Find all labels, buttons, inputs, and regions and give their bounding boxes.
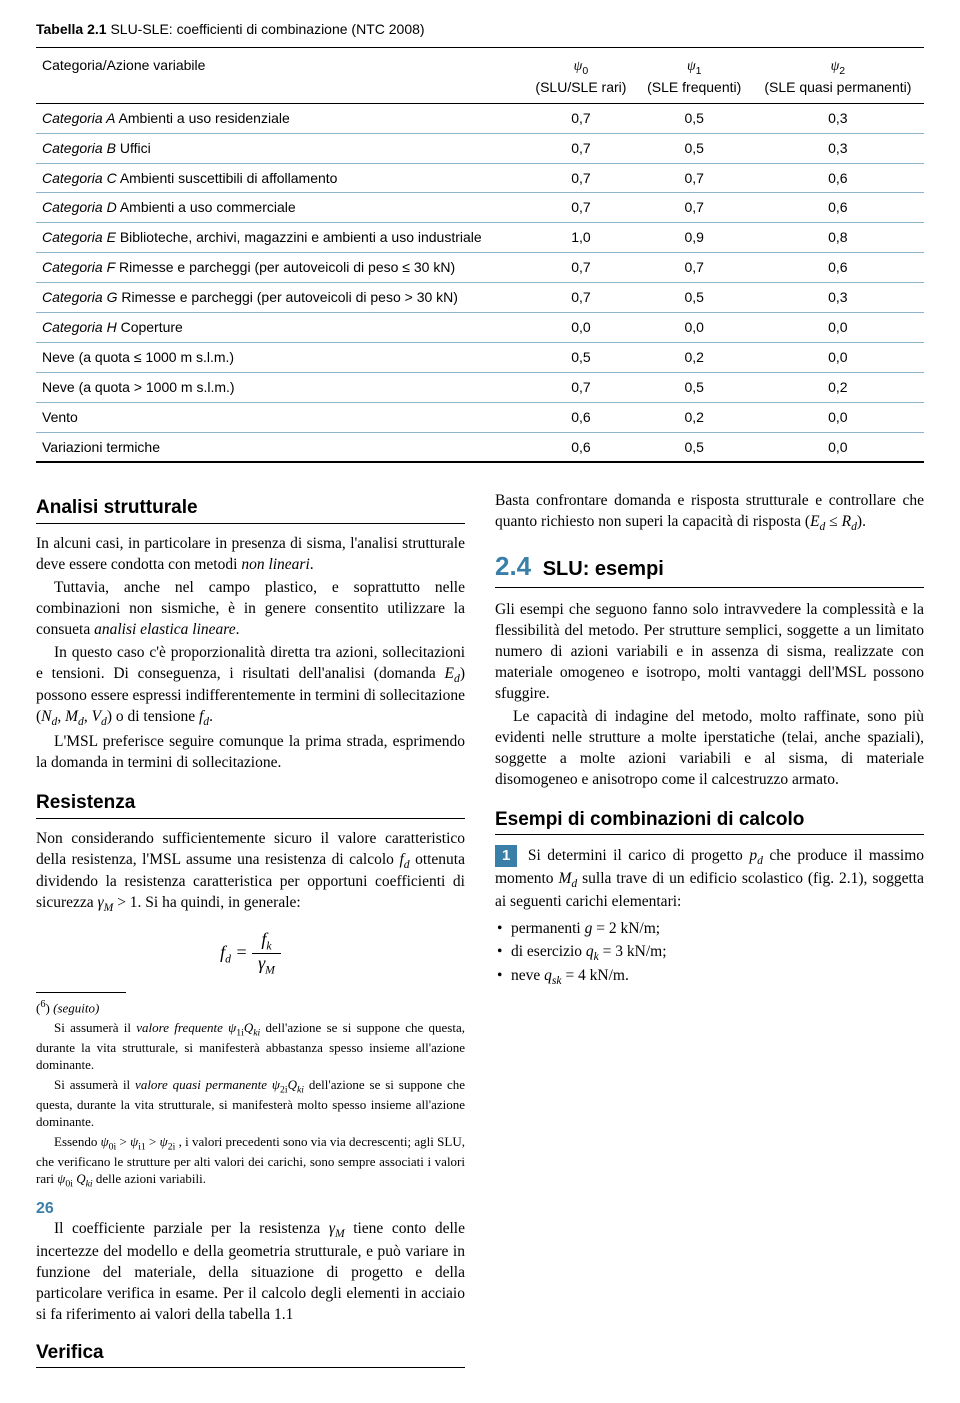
cell-label: Categoria H Coperture: [36, 312, 525, 342]
cell-value: 0,7: [525, 103, 637, 133]
example-number-box: 1: [495, 845, 517, 867]
cell-value: 0,6: [525, 432, 637, 462]
cell-value: 0,7: [525, 133, 637, 163]
cell-value: 0,6: [752, 163, 924, 193]
cell-value: 0,7: [525, 372, 637, 402]
cell-value: 0,2: [637, 402, 752, 432]
footnote-marker: (6) (seguito): [36, 998, 465, 1017]
cell-value: 0,3: [752, 283, 924, 313]
table-row: Variazioni termiche0,60,50,0: [36, 432, 924, 462]
th-psi0: ψ0(SLU/SLE rari): [525, 47, 637, 103]
table-row: Categoria G Rimesse e parcheggi (per aut…: [36, 283, 924, 313]
para-analisi-2: Tuttavia, anche nel campo plastico, e so…: [36, 578, 465, 641]
cell-value: 0,7: [525, 163, 637, 193]
table-row: Categoria D Ambienti a uso commerciale0,…: [36, 193, 924, 223]
cell-value: 0,7: [525, 193, 637, 223]
table-row: Categoria A Ambienti a uso residenziale0…: [36, 103, 924, 133]
footnote-separator: [36, 992, 126, 993]
cell-value: 1,0: [525, 223, 637, 253]
cell-value: 0,0: [752, 312, 924, 342]
cell-value: 0,5: [637, 133, 752, 163]
table-row: Categoria C Ambienti suscettibili di aff…: [36, 163, 924, 193]
cell-value: 0,5: [637, 372, 752, 402]
table-row: Categoria H Coperture0,00,00,0: [36, 312, 924, 342]
footnote-p2: Si assumerà il valore quasi permanente ψ…: [36, 1077, 465, 1131]
cell-value: 0,0: [752, 342, 924, 372]
cell-value: 0,7: [637, 163, 752, 193]
cell-value: 0,2: [637, 342, 752, 372]
cell-value: 0,0: [637, 312, 752, 342]
heading-esempi-comb: Esempi di combinazioni di calcolo: [495, 807, 924, 836]
cell-value: 0,0: [752, 432, 924, 462]
cell-value: 0,2: [752, 372, 924, 402]
cell-label: Variazioni termiche: [36, 432, 525, 462]
cell-value: 0,0: [752, 402, 924, 432]
th-psi1: ψ1(SLE frequenti): [637, 47, 752, 103]
table-caption: Tabella 2.1 SLU-SLE: coefficienti di com…: [36, 20, 924, 39]
formula-fd: fd = fkγM: [36, 930, 465, 978]
cell-value: 0,6: [752, 253, 924, 283]
list-item: neve qsk = 4 kN/m.: [497, 966, 924, 989]
page-number: 26: [36, 1198, 465, 1220]
cell-value: 0,7: [525, 253, 637, 283]
example-1: 1 Si determini il carico di progetto pd …: [495, 845, 924, 912]
table-row: Neve (a quota ≤ 1000 m s.l.m.)0,50,20,0: [36, 342, 924, 372]
caption-rest: SLU-SLE: coefficienti di combinazione (N…: [107, 21, 425, 37]
heading-resistenza: Resistenza: [36, 790, 465, 819]
cell-value: 0,5: [637, 432, 752, 462]
cell-label: Categoria D Ambienti a uso commerciale: [36, 193, 525, 223]
para-verifica: Basta confrontare domanda e risposta str…: [495, 491, 924, 535]
table-row: Vento0,60,20,0: [36, 402, 924, 432]
table-row: Neve (a quota > 1000 m s.l.m.)0,70,50,2: [36, 372, 924, 402]
table-row: Categoria F Rimesse e parcheggi (per aut…: [36, 253, 924, 283]
cell-label: Neve (a quota > 1000 m s.l.m.): [36, 372, 525, 402]
cell-value: 0,5: [525, 342, 637, 372]
footnote-p1: Si assumerà il valore frequente ψ1iQki d…: [36, 1020, 465, 1074]
table-row: Categoria E Biblioteche, archivi, magazz…: [36, 223, 924, 253]
cell-label: Categoria C Ambienti suscettibili di aff…: [36, 163, 525, 193]
cell-label: Categoria G Rimesse e parcheggi (per aut…: [36, 283, 525, 313]
cell-value: 0,0: [525, 312, 637, 342]
heading-slu-esempi: 2.4 SLU: esempi: [495, 549, 924, 588]
cell-label: Categoria B Uffici: [36, 133, 525, 163]
cell-value: 0,9: [637, 223, 752, 253]
para-ex2: Le capacità di indagine del metodo, molt…: [495, 707, 924, 791]
list-item: permanenti g = 2 kN/m;: [497, 919, 924, 940]
th-psi2: ψ2(SLE quasi permanenti): [752, 47, 924, 103]
cell-value: 0,5: [637, 103, 752, 133]
cell-label: Categoria E Biblioteche, archivi, magazz…: [36, 223, 525, 253]
para-coeff: Il coefficiente parziale per la resisten…: [36, 1219, 465, 1325]
cell-value: 0,6: [525, 402, 637, 432]
footnote-block: (6) (seguito) Si assumerà il valore freq…: [36, 992, 465, 1192]
cell-label: Categoria F Rimesse e parcheggi (per aut…: [36, 253, 525, 283]
cell-value: 0,8: [752, 223, 924, 253]
cell-value: 0,3: [752, 133, 924, 163]
para-analisi-1: In alcuni casi, in particolare in presen…: [36, 534, 465, 576]
para-resistenza: Non considerando sufficientemente sicuro…: [36, 829, 465, 916]
table-row: Categoria B Uffici0,70,50,3: [36, 133, 924, 163]
para-ex1: Gli esempi che seguono fanno solo intrav…: [495, 600, 924, 705]
caption-bold: Tabella 2.1: [36, 21, 107, 37]
cell-label: Vento: [36, 402, 525, 432]
cell-value: 0,7: [637, 253, 752, 283]
cell-value: 0,3: [752, 103, 924, 133]
table-2-1: Tabella 2.1 SLU-SLE: coefficienti di com…: [36, 20, 924, 463]
cell-value: 0,7: [525, 283, 637, 313]
heading-verifica: Verifica: [36, 1340, 465, 1369]
cell-label: Categoria A Ambienti a uso residenziale: [36, 103, 525, 133]
load-list: permanenti g = 2 kN/m; di esercizio qk =…: [497, 919, 924, 989]
th-category: Categoria/Azione variabile: [36, 47, 525, 103]
cell-label: Neve (a quota ≤ 1000 m s.l.m.): [36, 342, 525, 372]
cell-value: 0,5: [637, 283, 752, 313]
heading-analisi: Analisi strutturale: [36, 495, 465, 524]
cell-value: 0,6: [752, 193, 924, 223]
para-analisi-4: L'MSL preferisce seguire comunque la pri…: [36, 732, 465, 774]
cell-value: 0,7: [637, 193, 752, 223]
para-analisi-3: In questo caso c'è proporzionalità diret…: [36, 643, 465, 730]
list-item: di esercizio qk = 3 kN/m;: [497, 942, 924, 965]
footnote-p3: Essendo ψ0i > ψi1 > ψ2i , i valori prece…: [36, 1134, 465, 1191]
coeff-table: Categoria/Azione variabile ψ0(SLU/SLE ra…: [36, 47, 924, 464]
